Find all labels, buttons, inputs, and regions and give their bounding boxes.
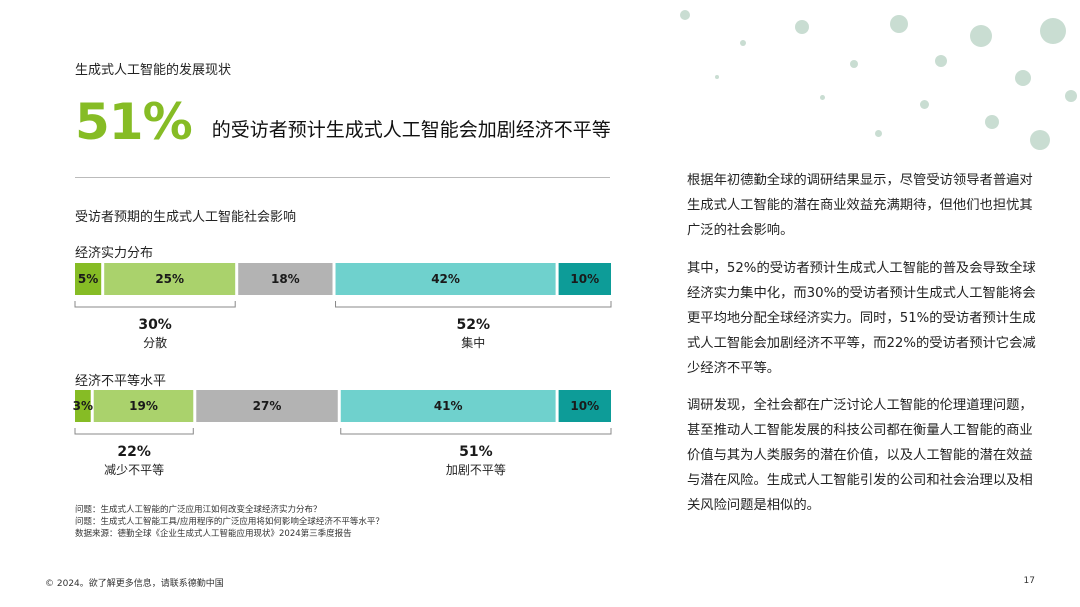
group-name: 分散 [143, 335, 167, 350]
bar-segment-label: 19% [129, 399, 158, 413]
decorative-dots-background [620, 0, 1080, 170]
headline-text: 的受访者预计生成式人工智能会加剧经济不平等 [211, 118, 611, 141]
group-percentage: 51% [459, 444, 493, 460]
bar-segment [196, 390, 338, 422]
note-line: 数据来源：德勤全球《企业生成式人工智能应用现状》2024第三季度报告 [75, 529, 352, 539]
footer-copyright: © 2024。欲了解更多信息，请联系德勤中国 [45, 579, 224, 589]
chart-title: 受访者预期的生成式人工智能社会影响 [75, 210, 297, 225]
bar-segment-label: 25% [155, 272, 184, 286]
group-name: 集中 [461, 335, 485, 350]
bar-segment [558, 263, 611, 295]
group-bracket [74, 301, 236, 308]
group-name: 加剧不平等 [446, 463, 506, 477]
headline-percentage: 51% [75, 93, 193, 151]
page-number: 17 [1023, 576, 1035, 586]
bar-segment [104, 263, 236, 295]
section-label: 生成式人工智能的发展现状 [75, 63, 232, 78]
row-label-economic-inequality: 经济不平等水平 [75, 374, 167, 389]
bar-segment-label: 41% [434, 399, 463, 413]
group-percentage: 22% [117, 444, 151, 460]
bar-segment-label: 10% [570, 272, 599, 286]
bar-segment [75, 263, 102, 295]
paragraph-3: 调研发现，全社会都在广泛讨论人工智能的伦理道理问题，甚至推动人工智能发展的科技公… [687, 398, 1033, 513]
paragraph-1: 根据年初德勤全球的调研结果显示，尽管受访领导者普遍对生成式人工智能的潜在商业效益… [687, 173, 1033, 238]
paragraph-2: 其中，52%的受访者预计生成式人工智能的普及会导致全球经济实力集中化，而30%的… [687, 261, 1036, 376]
bar-segment-label: 10% [570, 399, 599, 413]
bar-segment [75, 390, 91, 422]
bar-segment [335, 263, 556, 295]
bar-segment-label: 42% [431, 272, 460, 286]
bar-segment-label: 27% [253, 399, 282, 413]
group-percentage: 30% [138, 317, 172, 333]
bar-segment [558, 390, 611, 422]
bar-segment-label: 18% [271, 272, 300, 286]
note-line: 问题：生成式人工智能的广泛应用江如何改变全球经济实力分布？ [75, 505, 322, 515]
bar-segment [93, 390, 194, 422]
bar-segment [238, 263, 333, 295]
chart-notes: 问题：生成式人工智能的广泛应用江如何改变全球经济实力分布？ 问题：生成式人工智能… [75, 504, 384, 540]
group-name: 减少不平等 [104, 463, 164, 477]
divider [75, 177, 610, 178]
bar-segment [340, 390, 556, 422]
stacked-bar-chart: 5% 25% 18% 42% 10% 30% 分散 52% 集中 3% 19% 27% 41% 10% 22… [73, 263, 612, 477]
bar-segment-label: 5% [78, 272, 98, 286]
group-bracket [335, 301, 612, 308]
bar-segment-label: 3% [73, 399, 93, 413]
note-line: 问题：生成式人工智能工具/应用程序的广泛应用将如何影响全球经济不平等水平？ [75, 517, 384, 527]
group-bracket [74, 428, 194, 435]
headline: 51% 的受访者预计生成式人工智能会加剧经济不平等 [75, 92, 611, 152]
group-percentage: 52% [457, 317, 491, 333]
row-label-economic-power: 经济实力分布 [75, 246, 154, 261]
group-bracket [340, 428, 612, 435]
